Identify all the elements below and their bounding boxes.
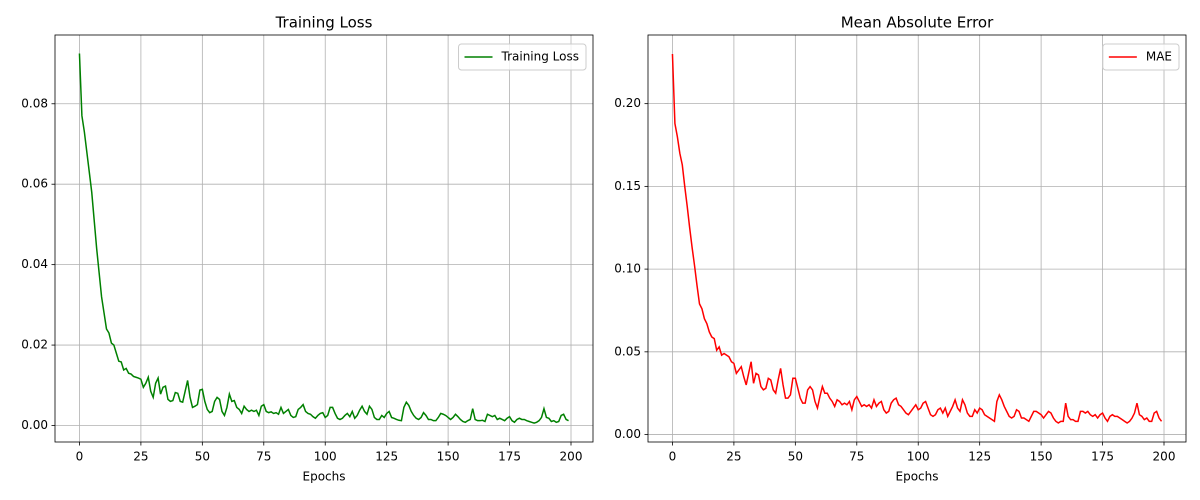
x-tick-label: 150 [1030, 450, 1053, 464]
subplot: Mean Absolute Error Epochs 0 25 50 75 100 125 15… [614, 14, 1187, 484]
x-tick-label: 100 [907, 450, 930, 464]
y-tick-label: 0.00 [21, 418, 48, 432]
y-tick-label: 0.15 [614, 179, 641, 193]
y-tick-label: 0.20 [614, 96, 641, 110]
x-tick-label: 50 [195, 450, 210, 464]
legend: Training Loss [458, 43, 587, 71]
legend-box [1102, 43, 1180, 71]
x-tick-label: 150 [437, 450, 460, 464]
subplot: Training Loss Epochs 0 25 50 75 100 125 150 175 20… [21, 14, 594, 484]
y-tick-label: 0.06 [21, 177, 48, 191]
chart-title: Training Loss [275, 14, 373, 32]
legend-box [458, 43, 587, 71]
x-axis-label: Epochs [896, 470, 939, 484]
x-axis-label: Epochs [303, 470, 346, 484]
x-tick-label: 25 [133, 450, 148, 464]
chart-title: Mean Absolute Error [841, 14, 994, 32]
x-tick-label: 200 [560, 450, 583, 464]
x-tick-label: 50 [788, 450, 803, 464]
y-tick-label: 0.08 [21, 96, 48, 110]
x-tick-label: 200 [1153, 450, 1176, 464]
x-tick-label: 175 [1091, 450, 1114, 464]
x-tick-label: 100 [314, 450, 337, 464]
legend-label: MAE [1146, 50, 1172, 64]
y-tick-label: 0.04 [21, 257, 48, 271]
y-tick-label: 0.10 [614, 262, 641, 276]
legend-label: Training Loss [501, 50, 579, 64]
axes-frame [54, 34, 594, 443]
x-tick-label: 125 [968, 450, 991, 464]
x-tick-label: 175 [498, 450, 521, 464]
data-line [671, 54, 1163, 424]
x-tick-label: 0 [76, 450, 84, 464]
x-tick-label: 0 [669, 450, 677, 464]
x-tick-label: 75 [256, 450, 271, 464]
x-tick-label: 25 [726, 450, 741, 464]
data-line [78, 53, 569, 424]
y-tick-label: 0.02 [21, 338, 48, 352]
y-tick-label: 0.00 [614, 427, 641, 441]
axes-frame [647, 34, 1187, 443]
x-tick-label: 75 [849, 450, 864, 464]
y-tick-label: 0.05 [614, 344, 641, 358]
legend: MAE [1102, 43, 1180, 71]
x-tick-label: 125 [375, 450, 398, 464]
